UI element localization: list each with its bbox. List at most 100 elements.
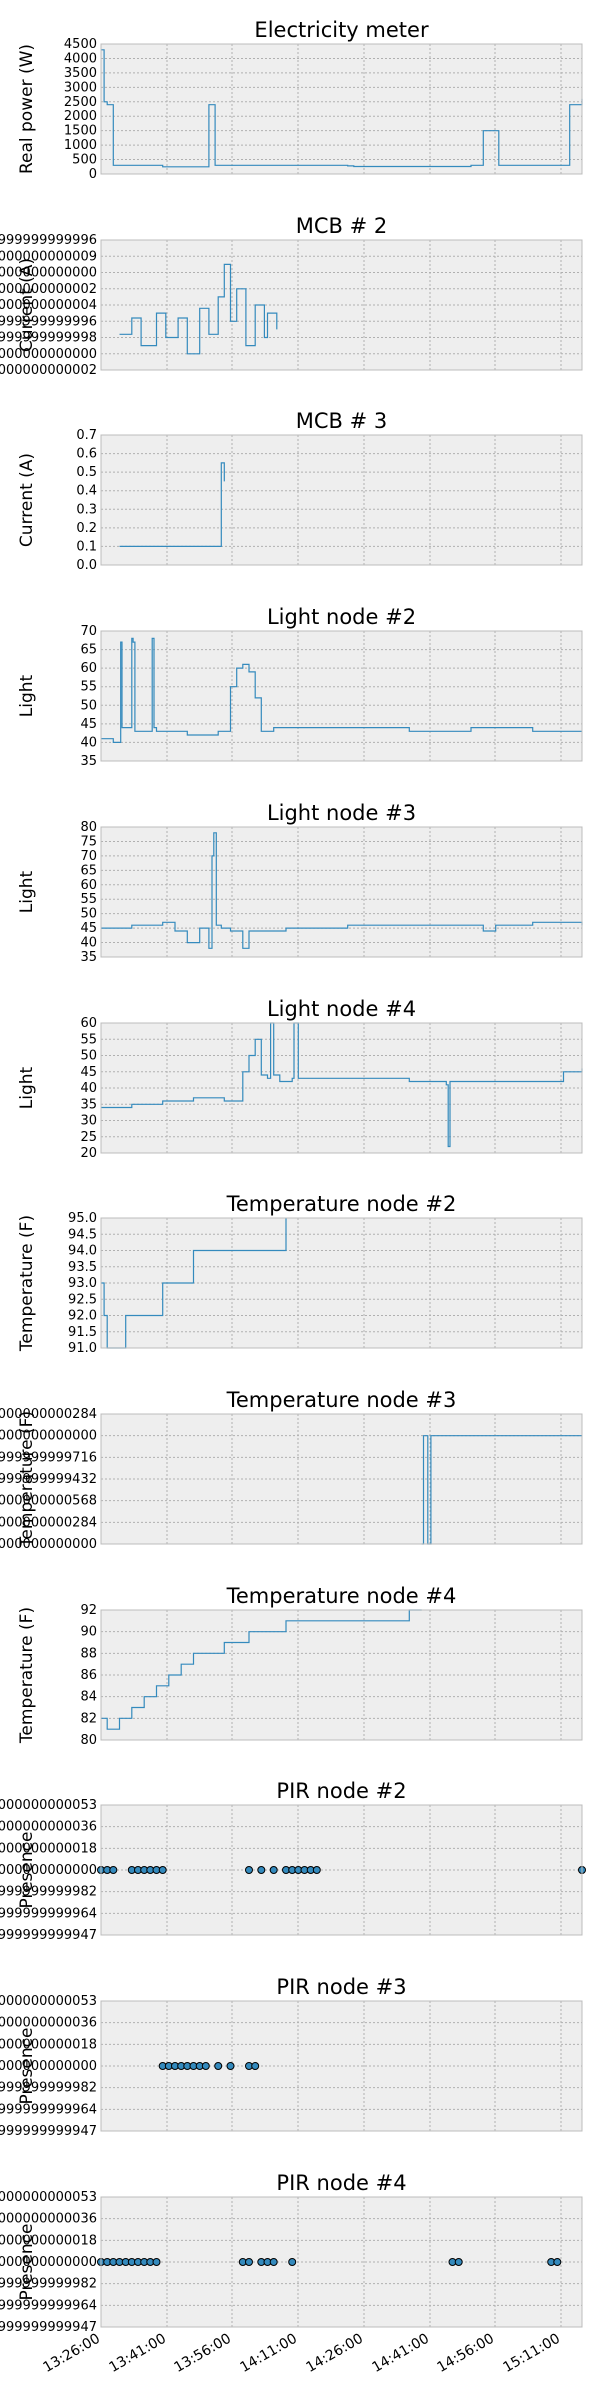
axes-frame xyxy=(100,2196,583,2328)
y-tick-label: 92 xyxy=(80,1603,97,1618)
y-axis-label: Light xyxy=(17,870,37,913)
y-tick-label: 99.20000000000000284 xyxy=(0,1407,97,1422)
y-tick-label: 60 xyxy=(80,1016,97,1031)
axes-frame xyxy=(100,630,583,762)
y-tick-label: 1.19999999999999996 xyxy=(0,233,97,248)
y-tick-label: 35 xyxy=(80,1097,97,1112)
chart-title: MCB # 2 xyxy=(296,214,388,238)
chart-panel: 0.400000000000000020.500000000000000000.… xyxy=(0,214,583,378)
x-tick-label: 13:41:00 xyxy=(107,2331,169,2376)
y-tick-label: 1500 xyxy=(64,124,97,139)
y-tick-label: 0.939999999999999947 xyxy=(0,2320,97,2335)
y-tick-label: 40 xyxy=(80,1081,97,1096)
data-point xyxy=(288,2258,297,2266)
y-axis-label: Real power (W) xyxy=(17,44,37,174)
y-tick-label: 0.40000000000000002 xyxy=(0,363,97,378)
chart-title: PIR node #4 xyxy=(276,2171,406,2195)
y-tick-label: 0.2 xyxy=(76,521,97,536)
y-tick-label: 1.020000000000000018 xyxy=(0,2233,97,2248)
data-point xyxy=(152,2258,161,2266)
y-tick-label: 0.69999999999999996 xyxy=(0,314,97,329)
y-tick-label: 0.59999999999999998 xyxy=(0,331,97,346)
y-tick-label: 94.5 xyxy=(68,1227,97,1242)
y-tick-label: 0.4 xyxy=(76,484,97,499)
y-tick-label: 0.959999999999999964 xyxy=(0,1906,97,1921)
y-tick-label: 93.0 xyxy=(68,1276,97,1291)
x-tick-label: 14:26:00 xyxy=(304,2331,366,2376)
y-tick-label: 86 xyxy=(80,1668,97,1683)
y-tick-label: 0.3 xyxy=(76,502,97,517)
chart-panel: 0.939999999999999947 0.959999999999999964… xyxy=(0,2171,583,2335)
y-tick-label: 94.0 xyxy=(68,1244,97,1259)
data-point xyxy=(214,2062,223,2070)
y-tick-label: 55 xyxy=(80,680,97,695)
axes-frame xyxy=(100,1609,583,1741)
plot-area xyxy=(101,827,582,957)
y-tick-label: 0.939999999999999947 xyxy=(0,1928,97,1943)
y-tick-label: 93.5 xyxy=(68,1260,97,1275)
data-point xyxy=(269,1866,278,1874)
y-tick-label: 45 xyxy=(80,717,97,732)
chart-title: Light node #4 xyxy=(267,997,416,1021)
y-tick-label: 91.5 xyxy=(68,1325,97,1340)
y-tick-label: 0.5 xyxy=(76,465,97,480)
y-axis-label: Temperature (F) xyxy=(17,1607,37,1744)
y-tick-label: 65 xyxy=(80,863,97,878)
y-axis-label: Light xyxy=(17,1066,37,1109)
y-tick-label: 98.20000000000000284 xyxy=(0,1515,97,1530)
y-tick-label: 88 xyxy=(80,1646,97,1661)
data-point xyxy=(201,2062,210,2070)
y-tick-label: 0.959999999999999964 xyxy=(0,2298,97,2313)
y-tick-label: 82 xyxy=(80,1711,97,1726)
x-tick-label: 13:26:00 xyxy=(41,2331,103,2376)
y-tick-label: 0.979999999999999982 xyxy=(0,2081,97,2096)
y-axis-label: Presence xyxy=(17,2224,37,2301)
series-line xyxy=(101,1218,287,1349)
series-line xyxy=(101,637,582,743)
chart-title: Temperature node #3 xyxy=(226,1388,457,1412)
plot-area xyxy=(101,631,582,761)
x-tick-label: 14:41:00 xyxy=(370,2331,432,2376)
data-point xyxy=(454,2258,463,2266)
y-tick-label: 0.979999999999999982 xyxy=(0,2277,97,2292)
y-tick-label: 0.80000000000000004 xyxy=(0,298,97,313)
y-axis-label: Current (A) xyxy=(17,258,37,352)
x-tick-label: 15:11:00 xyxy=(501,2331,563,2376)
chart-title: Light node #2 xyxy=(267,605,416,629)
y-tick-label: 2000 xyxy=(64,109,97,124)
y-tick-label: 0 xyxy=(89,167,97,182)
data-point xyxy=(312,1866,321,1874)
data-point xyxy=(109,1866,118,1874)
y-tick-label: 90 xyxy=(80,1625,97,1640)
y-tick-label: 70 xyxy=(80,624,97,639)
y-tick-label: 0.0 xyxy=(76,558,97,573)
y-tick-label: 20 xyxy=(80,1146,97,1161)
x-tick-label: 14:56:00 xyxy=(435,2331,497,2376)
y-tick-label: 4500 xyxy=(64,37,97,52)
axes-frame xyxy=(100,1804,583,1936)
y-tick-label: 30 xyxy=(80,1114,97,1129)
x-tick-label: 13:56:00 xyxy=(172,2331,234,2376)
chart-panel: 91.091.592.0 92.593.093.594.0 94.595.0 Temp… xyxy=(17,1192,583,1356)
chart-title: Light node #3 xyxy=(267,801,416,825)
y-tick-label: 1.040000000000000036 xyxy=(0,2016,97,2031)
data-point xyxy=(158,1866,167,1874)
chart-panel: 80 82 84 86 88 90 92 Temperature node #4 Tempera… xyxy=(17,1584,583,1748)
axes-frame xyxy=(100,434,583,566)
y-tick-label: 0.939999999999999947 xyxy=(0,2124,97,2139)
axes-frame xyxy=(100,1217,583,1349)
data-point xyxy=(553,2258,562,2266)
y-tick-label: 3500 xyxy=(64,66,97,81)
y-tick-label: 92.0 xyxy=(68,1309,97,1324)
y-tick-label: 0.50000000000000000 xyxy=(0,347,97,362)
y-tick-label: 70 xyxy=(80,849,97,864)
data-point xyxy=(257,1866,266,1874)
axes-frame xyxy=(100,826,583,958)
